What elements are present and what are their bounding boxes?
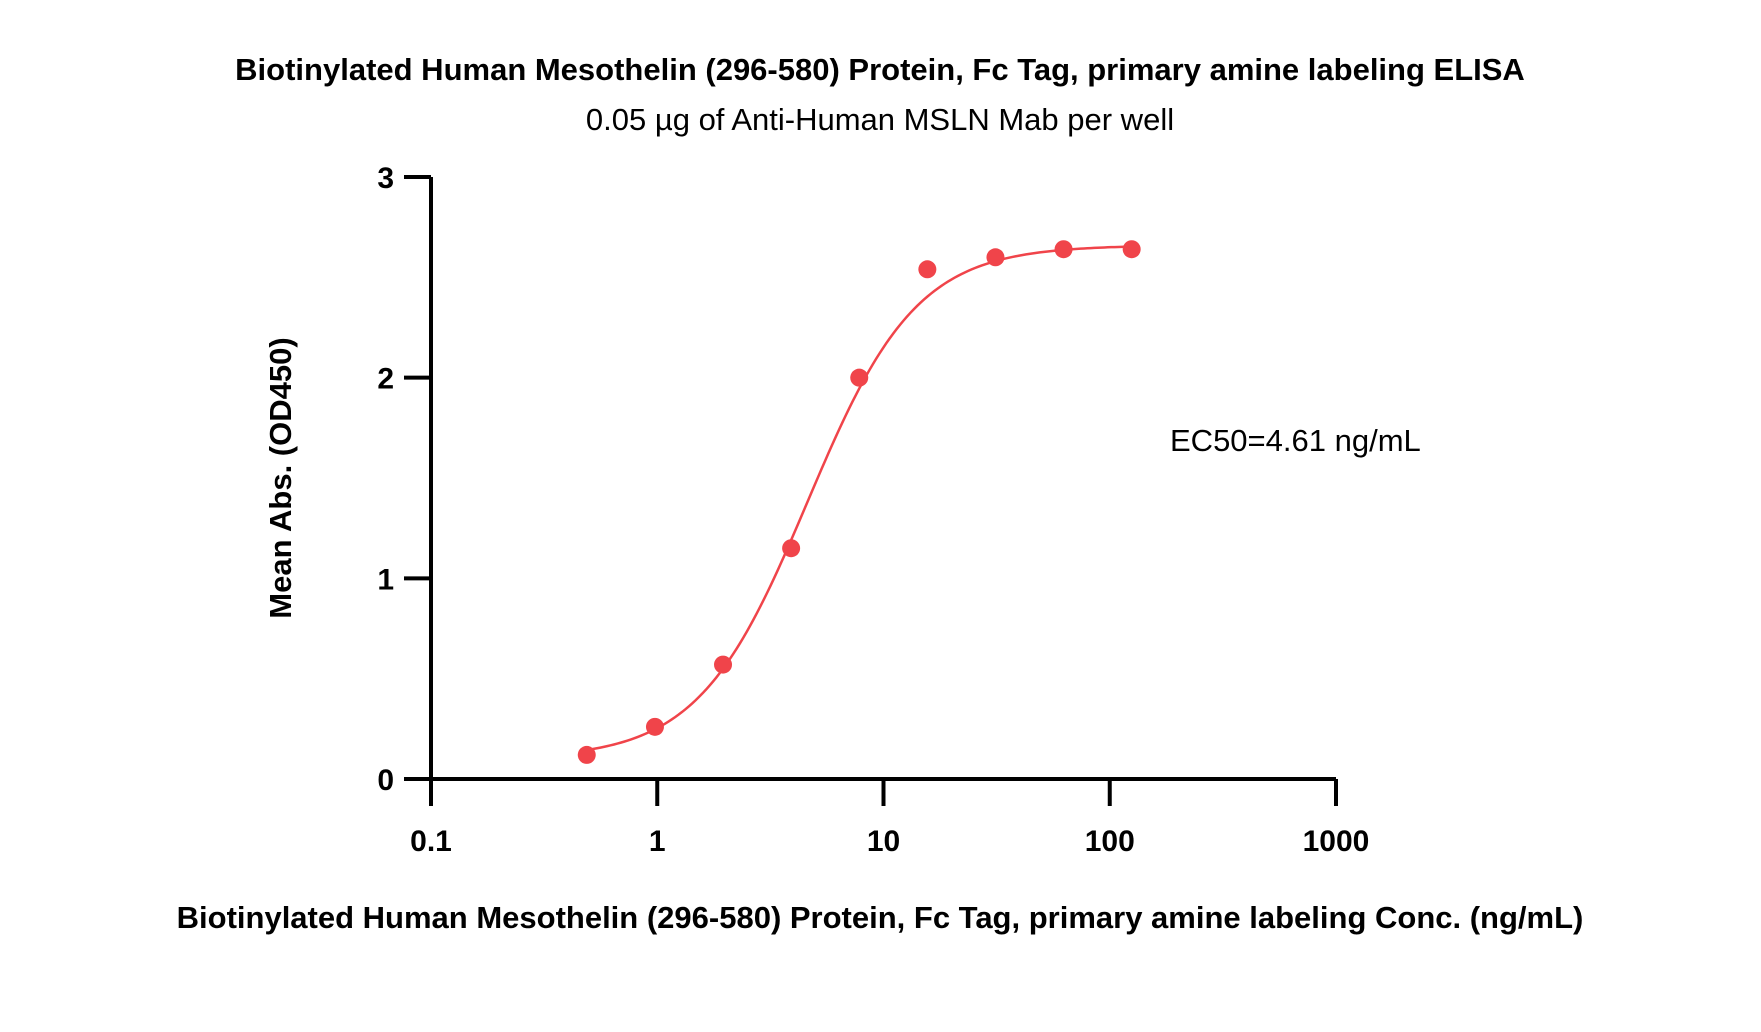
data-point — [1054, 240, 1073, 259]
y-axis-ticks: 0 1 2 3 — [377, 162, 431, 797]
data-points-layer — [577, 240, 1141, 764]
chart-subtitle: 0.05 µg of Anti-Human MSLN Mab per well — [586, 102, 1174, 137]
data-point — [850, 368, 869, 387]
x-tick-label: 0.1 — [410, 825, 452, 858]
x-tick-label: 1000 — [1303, 825, 1370, 858]
data-point — [714, 655, 733, 674]
fit-curve — [586, 245, 1132, 752]
fit-curve-layer — [586, 245, 1132, 752]
data-point — [577, 745, 596, 764]
data-point — [645, 717, 664, 736]
y-tick-label: 1 — [377, 563, 394, 596]
x-axis-label: Biotinylated Human Mesothelin (296-580) … — [177, 900, 1584, 935]
data-point — [782, 539, 801, 558]
x-tick-label: 1 — [649, 825, 666, 858]
y-tick-label: 2 — [377, 363, 394, 396]
data-point — [1122, 240, 1141, 259]
x-tick-label: 100 — [1085, 825, 1135, 858]
axes — [429, 177, 1336, 781]
y-axis-label: Mean Abs. (OD450) — [263, 337, 298, 618]
x-axis-ticks: 0.1 1 10 100 1000 — [410, 779, 1369, 858]
x-tick-label: 10 — [867, 825, 900, 858]
y-tick-label: 3 — [377, 162, 394, 195]
y-tick-label: 0 — [377, 764, 394, 797]
ec50-annotation: EC50=4.61 ng/mL — [1170, 423, 1421, 458]
data-point — [918, 260, 937, 279]
data-point — [986, 248, 1005, 267]
chart-title: Biotinylated Human Mesothelin (296-580) … — [235, 52, 1525, 87]
